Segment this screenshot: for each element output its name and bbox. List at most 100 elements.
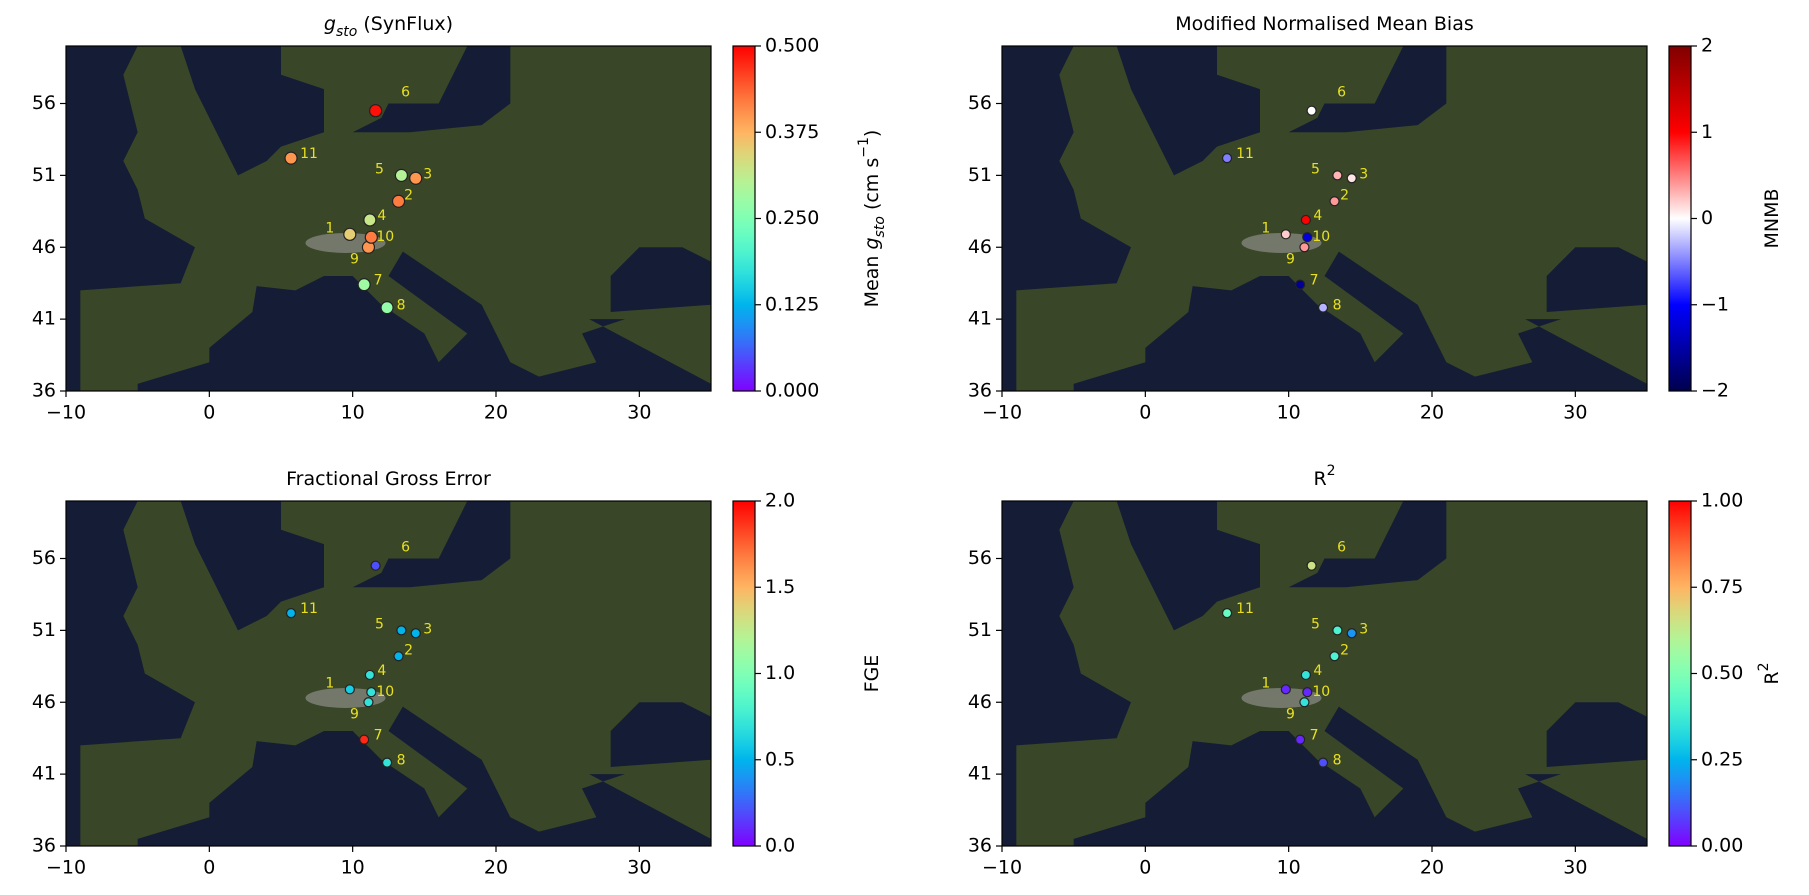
x-tick-label: 10 [1277, 402, 1301, 424]
text-part: R [1761, 671, 1783, 684]
site-point [1221, 153, 1233, 164]
site-label: 4 [377, 208, 386, 224]
x-tick-label: 20 [1420, 402, 1444, 424]
colorbar-tick-label: 0.50 [1701, 662, 1743, 684]
site-label: 7 [374, 273, 383, 289]
sea [1288, 501, 1447, 588]
sea [180, 46, 324, 176]
text-part: MNMB [1761, 188, 1783, 248]
site-label: 2 [404, 642, 413, 658]
sea [1116, 501, 1260, 631]
site-label: 3 [1359, 166, 1368, 182]
text-part: (cm s [861, 158, 883, 216]
colorbar-label: Mean gsto (cm s−1) [856, 130, 888, 308]
text-part: FGE [861, 655, 883, 693]
axes-frame [65, 45, 712, 392]
site-label: 7 [1310, 273, 1319, 289]
sea [137, 251, 711, 391]
colorbar-tick-label: 0.375 [765, 121, 819, 143]
site-point [284, 151, 298, 165]
map [1002, 501, 1647, 846]
site-point [1295, 734, 1306, 745]
sea [1002, 46, 1131, 391]
site-label: 6 [401, 540, 410, 556]
colorbar-tick-label: 0.5 [765, 748, 795, 770]
text-part: R [1313, 468, 1326, 490]
text-part: −1 [856, 137, 872, 158]
site-label: 11 [300, 146, 318, 162]
site-point [363, 697, 374, 708]
y-tick-label: 51 [32, 619, 56, 641]
x-tick-label: 20 [1420, 857, 1444, 879]
y-tick-label: 56 [32, 92, 56, 114]
site-label: 8 [397, 753, 406, 769]
map [66, 46, 711, 391]
sea [1002, 501, 1131, 846]
sea [1546, 247, 1647, 312]
colorbar-tick-label: 0.250 [765, 207, 819, 229]
text-part: sto [872, 216, 888, 237]
text-part: 2 [1756, 662, 1772, 671]
site-point [363, 213, 377, 227]
site-label: 7 [1310, 728, 1319, 744]
sea [137, 706, 711, 846]
site-label: 9 [1286, 251, 1295, 267]
colorbar-label: R2 [1756, 662, 1783, 684]
colorbar [732, 45, 756, 392]
site-label: 5 [375, 161, 384, 177]
colorbar-tick-label: 1.0 [765, 662, 795, 684]
x-tick-label: 0 [1139, 857, 1151, 879]
sea [180, 501, 324, 631]
site-point [359, 734, 370, 745]
site-point [369, 104, 383, 118]
axes-frame [1001, 500, 1648, 847]
site-point [1299, 242, 1310, 253]
site-point [1329, 196, 1340, 207]
x-tick-label: −10 [982, 857, 1022, 879]
site-point [1221, 608, 1233, 619]
site-label: 5 [1311, 616, 1320, 632]
site-label: 5 [1311, 161, 1320, 177]
colorbar-tick-label: 0 [1701, 207, 1713, 229]
sea [1073, 251, 1647, 391]
x-tick-label: −10 [982, 402, 1022, 424]
colorbar-tick-label: 0.00 [1701, 835, 1743, 857]
text-part: Modified Normalised Mean Bias [1175, 13, 1474, 35]
colorbar [1668, 500, 1692, 847]
colorbar-tick-label: −2 [1701, 380, 1729, 402]
site-point [1280, 229, 1291, 240]
text-part: g [861, 237, 883, 249]
colorbar [1668, 45, 1692, 392]
x-tick-label: 30 [1563, 402, 1587, 424]
colorbar-tick-label: 0.000 [765, 380, 819, 402]
site-label: 10 [1312, 684, 1330, 700]
colorbar-tick-label: 0.500 [765, 35, 819, 57]
site-label: 4 [1313, 663, 1322, 679]
colorbar-tick-label: 1 [1701, 121, 1713, 143]
sea [352, 46, 511, 133]
site-label: 11 [1236, 146, 1254, 162]
site-point [1302, 232, 1313, 243]
y-tick-label: 36 [32, 380, 56, 402]
axes-frame [65, 500, 712, 847]
y-tick-label: 46 [32, 236, 56, 258]
site-label: 1 [325, 675, 334, 691]
text-part: 2 [1327, 463, 1336, 479]
y-tick-label: 41 [968, 763, 992, 785]
site-point [285, 608, 297, 619]
y-tick-label: 46 [32, 691, 56, 713]
site-label: 8 [397, 298, 406, 314]
site-label: 11 [300, 601, 318, 617]
x-tick-label: 10 [1277, 857, 1301, 879]
site-point [410, 628, 421, 639]
x-tick-label: 30 [627, 402, 651, 424]
site-point [381, 757, 393, 768]
sea [1116, 46, 1260, 176]
site-label: 4 [377, 663, 386, 679]
site-point [396, 625, 407, 636]
site-label: 4 [1313, 208, 1322, 224]
colorbar-label: MNMB [1761, 188, 1783, 248]
colorbar-tick-label: 2.0 [765, 490, 795, 512]
y-tick-label: 36 [968, 835, 992, 857]
x-tick-label: 10 [341, 402, 365, 424]
